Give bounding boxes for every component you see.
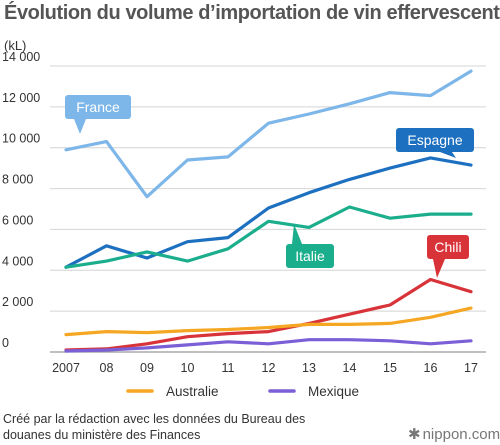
callout-pointer — [292, 224, 302, 244]
y-tick-label: 6 000 — [2, 213, 33, 227]
y-tick-label: 10 000 — [2, 132, 40, 146]
y-tick-labels: 0 2 000 4 000 6 000 8 000 10 000 12 000 14 000 — [2, 50, 40, 350]
x-tick-label: 17 — [464, 361, 478, 375]
y-tick-label: 4 000 — [2, 254, 33, 268]
chart-title: Évolution du volume d’importation de vin… — [4, 2, 500, 24]
x-tick-label: 11 — [222, 361, 235, 375]
y-tick-label: 12 000 — [2, 91, 40, 105]
series-line-italie — [64, 205, 473, 269]
callout-box — [286, 244, 334, 268]
callout-espagne: Espagne — [396, 128, 474, 158]
callout-pointer — [440, 152, 456, 158]
x-tick-label: 13 — [302, 361, 316, 375]
x-tick-labels: 2007 08 09 10 11 12 13 14 15 16 17 — [52, 361, 478, 375]
callout-chili: Chili — [427, 235, 469, 278]
source-line-1: Créé par la rédaction avec les données d… — [3, 412, 306, 426]
x-tick-label: 12 — [262, 361, 276, 375]
series-lines — [64, 69, 473, 353]
legend-item-australie: Australie — [126, 384, 219, 399]
callout-label: Chili — [434, 239, 461, 255]
legend-label: Australie — [166, 384, 219, 399]
source-note: Créé par la rédaction avec les données d… — [3, 411, 305, 443]
callout-label: Italie — [295, 248, 325, 264]
x-tick-label: 09 — [140, 361, 154, 375]
callout-box — [65, 95, 131, 119]
legend: Australie Mexique — [126, 384, 359, 399]
brand-name: nippon.com — [422, 426, 500, 443]
series-line-france — [64, 69, 473, 199]
x-tick-label: 08 — [100, 361, 114, 375]
callout-label: Espagne — [407, 132, 462, 148]
series-line-australie — [64, 306, 473, 337]
grid-lines — [50, 65, 486, 353]
series-line-chili — [64, 277, 473, 352]
series-line-espagne — [64, 156, 473, 269]
y-tick-label: 2 000 — [2, 295, 33, 309]
callout-box — [427, 235, 469, 259]
y-tick-label: 8 000 — [2, 173, 33, 187]
x-tick-label: 14 — [343, 361, 357, 375]
callout-label: France — [76, 99, 120, 115]
callout-italie: Italie — [286, 224, 334, 268]
legend-label: Mexique — [308, 384, 359, 399]
y-tick-label: 14 000 — [2, 50, 40, 64]
series-line-mexique — [64, 338, 473, 353]
x-tick-label: 10 — [181, 361, 195, 375]
y-axis-unit: (kL) — [4, 38, 27, 53]
brand-logo: ✱ nippon.com — [408, 425, 500, 443]
callout-box — [396, 128, 474, 152]
callout-pointer — [433, 259, 445, 278]
nippon-logo-icon: ✱ — [408, 426, 421, 443]
x-tick-label: 2007 — [52, 361, 80, 375]
callout-pointer — [74, 119, 86, 134]
y-tick-label: 0 — [2, 336, 9, 350]
source-line-2: douanes du ministère des Finances — [3, 428, 201, 442]
callout-france: France — [65, 95, 131, 134]
x-tick-label: 16 — [424, 361, 438, 375]
series-callouts: France Espagne Italie Chili — [65, 95, 474, 278]
x-tick-label: 15 — [383, 361, 397, 375]
legend-item-mexique: Mexique — [268, 384, 359, 399]
